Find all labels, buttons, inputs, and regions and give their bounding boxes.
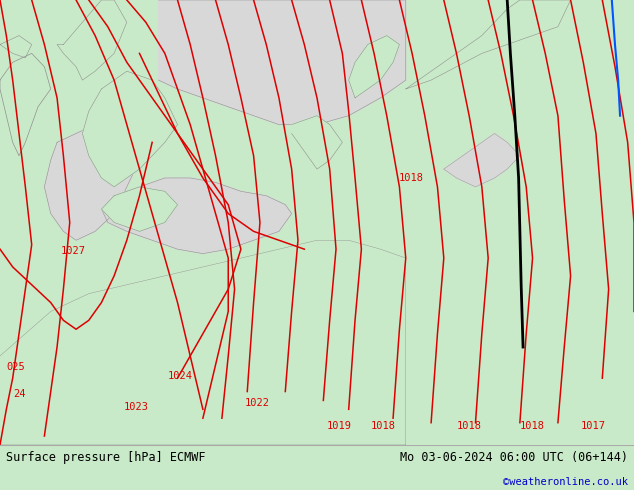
Text: 1018: 1018 bbox=[398, 173, 424, 183]
Polygon shape bbox=[349, 36, 399, 98]
Polygon shape bbox=[101, 178, 292, 254]
Text: 1027: 1027 bbox=[60, 246, 86, 256]
Text: 1023: 1023 bbox=[124, 402, 149, 412]
Polygon shape bbox=[82, 71, 178, 187]
Text: 1019: 1019 bbox=[327, 421, 352, 431]
Text: 1018: 1018 bbox=[456, 421, 482, 431]
Polygon shape bbox=[583, 0, 634, 53]
Polygon shape bbox=[0, 36, 32, 58]
Polygon shape bbox=[406, 143, 634, 445]
Text: 1022: 1022 bbox=[244, 398, 269, 408]
Polygon shape bbox=[0, 53, 51, 156]
Text: 24: 24 bbox=[13, 389, 25, 399]
Polygon shape bbox=[158, 0, 406, 124]
Polygon shape bbox=[0, 240, 406, 445]
Text: 1024: 1024 bbox=[168, 371, 193, 381]
Polygon shape bbox=[444, 133, 520, 187]
Polygon shape bbox=[139, 214, 149, 220]
Text: ©weatheronline.co.uk: ©weatheronline.co.uk bbox=[503, 477, 628, 487]
Text: 1018: 1018 bbox=[371, 421, 396, 431]
Text: 1018: 1018 bbox=[520, 421, 545, 431]
Polygon shape bbox=[406, 0, 571, 89]
Text: 025: 025 bbox=[6, 362, 25, 372]
Polygon shape bbox=[292, 116, 342, 169]
Polygon shape bbox=[101, 187, 178, 231]
Text: Surface pressure [hPa] ECMWF: Surface pressure [hPa] ECMWF bbox=[6, 451, 206, 464]
Text: 1017: 1017 bbox=[580, 421, 605, 431]
Polygon shape bbox=[44, 124, 139, 240]
Text: Mo 03-06-2024 06:00 UTC (06+144): Mo 03-06-2024 06:00 UTC (06+144) bbox=[399, 451, 628, 464]
Polygon shape bbox=[57, 0, 127, 80]
